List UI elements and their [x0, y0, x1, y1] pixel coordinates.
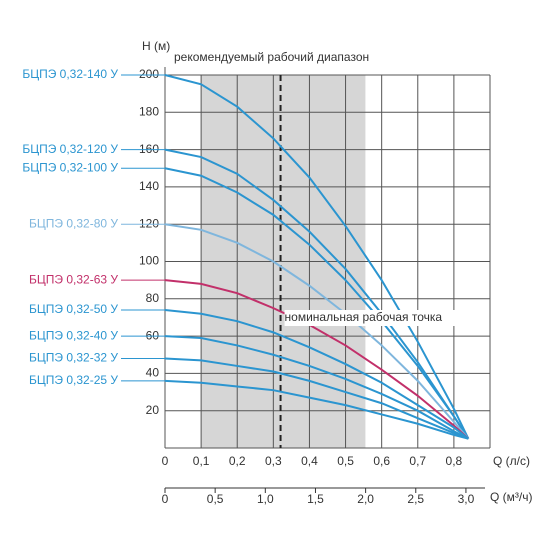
series-label: БЦПЭ 0,32-80 У: [29, 216, 118, 230]
y-tick-label: 180: [139, 104, 159, 118]
y-tick-label: 140: [139, 179, 159, 193]
y-axis-label: H (м): [142, 39, 170, 53]
y-tick-label: 100: [139, 254, 159, 268]
x2-tick-label: 1,5: [307, 492, 324, 506]
x-tick-label: 0,3: [265, 454, 282, 468]
x-tick-label: 0,4: [301, 454, 318, 468]
y-tick-label: 80: [146, 291, 160, 305]
x-tick-label: 0,6: [373, 454, 390, 468]
x2-tick-label: 3,0: [458, 492, 475, 506]
y-tick-label: 60: [146, 328, 160, 342]
y-tick-label: 20: [146, 403, 160, 417]
x2-tick-label: 0,5: [207, 492, 224, 506]
pump-curve: [164, 379, 469, 440]
x-tick-label: 0: [162, 454, 169, 468]
series-label: БЦПЭ 0,32-50 У: [29, 302, 118, 316]
series-label: БЦПЭ 0,32-140 У: [22, 67, 118, 81]
series-label: БЦПЭ 0,32-40 У: [29, 328, 118, 342]
y-tick-label: 160: [139, 142, 159, 156]
pump-curve: [164, 148, 470, 440]
y-tick-label: 40: [146, 366, 160, 380]
series-label: БЦПЭ 0,32-32 У: [29, 351, 118, 365]
pump-curve: [164, 279, 470, 440]
chart-title: рекомендуемый рабочий диапазон: [174, 50, 369, 64]
annotation-bg: [284, 310, 457, 326]
series-label: БЦПЭ 0,32-25 У: [29, 373, 118, 387]
y-tick-label: 120: [139, 216, 159, 230]
y-tick-label: 200: [139, 67, 159, 81]
series-label: БЦПЭ 0,32-63 У: [29, 272, 118, 286]
x-tick-label: 0,1: [193, 454, 210, 468]
pump-curve: [164, 357, 469, 440]
series-label: БЦПЭ 0,32-120 У: [22, 142, 118, 156]
annotation: номинальная рабочая точка: [285, 310, 443, 324]
x-axis-label: Q (л/с): [493, 454, 530, 468]
x-tick-label: 0,7: [409, 454, 426, 468]
x-tick-label: 0,8: [446, 454, 463, 468]
pump-curve: [164, 167, 470, 440]
x2-tick-label: 1,0: [257, 492, 274, 506]
x2-tick-label: 2,0: [357, 492, 374, 506]
x2-axis-label: Q (м³/ч): [490, 490, 533, 504]
pump-curve: [164, 223, 470, 440]
x2-tick-label: 0: [162, 492, 169, 506]
pump-curve: [164, 308, 469, 440]
pump-curve: [164, 335, 469, 440]
x-tick-label: 0,2: [229, 454, 246, 468]
pump-curve: [164, 74, 470, 440]
series-label: БЦПЭ 0,32-100 У: [22, 160, 118, 174]
x-tick-label: 0,5: [337, 454, 354, 468]
x2-tick-label: 2,5: [407, 492, 424, 506]
